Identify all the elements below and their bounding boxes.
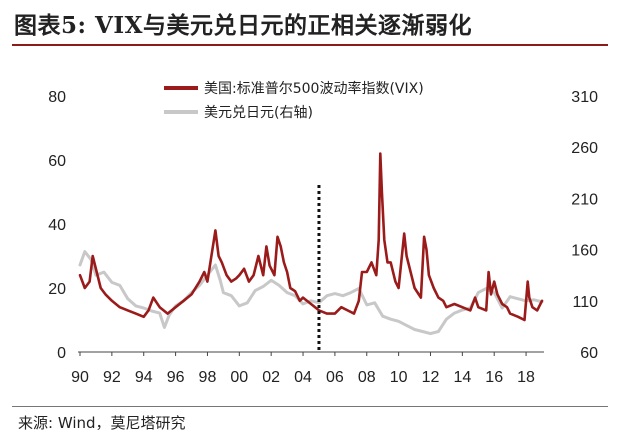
right-tick-label: 210 [571, 191, 598, 208]
x-tick-label: 00 [230, 369, 248, 386]
x-tick-label: 12 [422, 369, 440, 386]
right-tick-label: 260 [571, 140, 598, 157]
right-tick-label: 310 [571, 89, 598, 106]
left-tick-label: 20 [48, 281, 66, 298]
x-tick-label: 06 [326, 369, 344, 386]
x-tick-label: 08 [358, 369, 376, 386]
right-tick-label: 110 [572, 294, 598, 311]
x-tick-label: 16 [485, 369, 503, 386]
x-tick-label: 10 [390, 369, 408, 386]
left-tick-label: 0 [57, 345, 66, 362]
x-tick-label: 04 [294, 369, 312, 386]
series-line-vix [78, 152, 544, 322]
left-tick-label: 60 [48, 153, 66, 170]
title-divider [12, 44, 608, 46]
left-tick-label: 40 [48, 217, 66, 234]
right-tick-label: 60 [580, 345, 598, 362]
x-tick-label: 02 [262, 369, 280, 386]
x-tick-label: 90 [71, 369, 89, 386]
x-axis-ticks: 90 92 94 96 98 00 02 04 06 08 10 12 14 16 18 [71, 352, 535, 386]
series-layer [78, 152, 544, 336]
chart-title: 图表5: VIX与美元兑日元的正相关逐渐弱化 [14, 12, 472, 39]
left-axis-ticks: 0 20 40 60 80 [48, 89, 66, 362]
left-tick-label: 80 [48, 89, 66, 106]
x-tick-label: 92 [103, 369, 121, 386]
legend-label-vix: 美国:标准普尔500波动率指数(VIX) [204, 80, 424, 97]
x-tick-label: 14 [453, 369, 471, 386]
x-tick-label: 18 [517, 369, 535, 386]
source-note: 来源: Wind，莫尼塔研究 [18, 414, 186, 432]
legend-label-usdjpy: 美元兑日元(右轴) [204, 105, 313, 121]
legend: 美国:标准普尔500波动率指数(VIX) 美元兑日元(右轴) [164, 80, 424, 121]
source-divider [12, 406, 608, 407]
right-tick-label: 160 [571, 243, 598, 260]
right-axis-ticks: 60 110 160 210 260 310 [571, 89, 598, 362]
x-tick-label: 98 [199, 369, 217, 386]
x-tick-label: 96 [167, 369, 185, 386]
x-tick-label: 94 [135, 369, 153, 386]
series-line-usdjpy [78, 250, 544, 336]
